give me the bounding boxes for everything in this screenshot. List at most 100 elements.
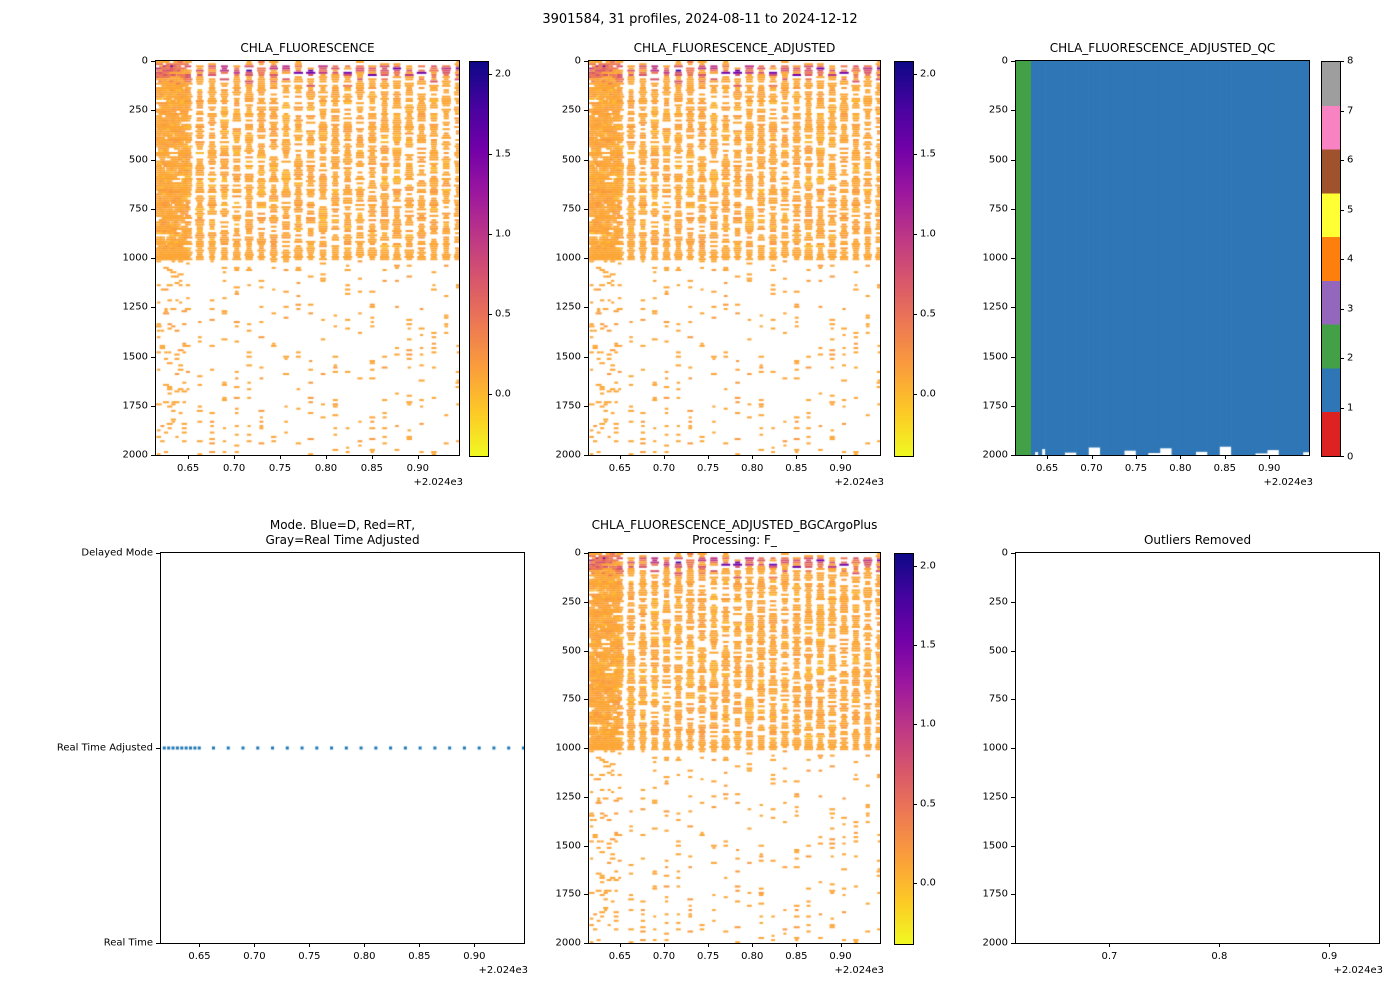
- tick-label: 6: [1347, 154, 1354, 166]
- tick-mark: [489, 314, 492, 316]
- tick-mark: [796, 943, 798, 947]
- tick-label: 500: [988, 154, 1008, 165]
- tick-mark: [325, 455, 327, 459]
- tick-mark: [1011, 894, 1015, 896]
- tick-mark: [371, 455, 373, 459]
- tick-label: 0.80: [741, 463, 764, 474]
- tick-label: 1750: [982, 888, 1008, 900]
- tick-mark: [1341, 209, 1344, 211]
- tick-label: 0.65: [177, 463, 200, 474]
- tick-mark: [1011, 405, 1015, 407]
- tick-label: 250: [988, 104, 1008, 116]
- tick-label: 0.80: [741, 951, 764, 962]
- figure-suptitle: 3901584, 31 profiles, 2024-08-11 to 2024…: [542, 12, 858, 27]
- tick-label: 0.70: [222, 463, 246, 474]
- tick-mark: [254, 943, 256, 947]
- tick-mark: [280, 455, 282, 459]
- tick-label: 0.90: [829, 951, 852, 962]
- mode-scatter: [161, 553, 524, 943]
- tick-mark: [840, 943, 842, 947]
- tick-mark: [1047, 455, 1049, 459]
- subplot-title: Mode. Blue=D, Red=RT, Gray=Real Time Adj…: [161, 518, 524, 548]
- qc-flag-heatmap: [1016, 61, 1309, 455]
- tick-mark: [708, 943, 710, 947]
- tick-label: 2.0: [495, 68, 511, 80]
- tick-mark: [840, 455, 842, 459]
- tick-label: 1250: [555, 301, 581, 313]
- tick-label: 0.85: [408, 951, 431, 962]
- tick-label: 1.0: [920, 718, 936, 730]
- tick-mark: [914, 565, 917, 567]
- tick-label: 1250: [122, 301, 148, 313]
- tick-mark: [584, 796, 588, 798]
- tick-mark: [151, 159, 155, 161]
- tick-mark: [151, 307, 155, 309]
- colorbar: [894, 61, 914, 457]
- tick-label: 1250: [982, 301, 1008, 313]
- tick-mark: [1341, 61, 1344, 62]
- tick-mark: [1011, 159, 1015, 161]
- tick-label: 0.5: [920, 798, 936, 810]
- tick-mark: [619, 455, 621, 459]
- tick-mark: [1329, 943, 1331, 947]
- tick-mark: [1011, 748, 1015, 749]
- tick-mark: [156, 943, 160, 944]
- tick-mark: [1011, 208, 1015, 210]
- tick-label: 1000: [982, 742, 1008, 754]
- tick-mark: [489, 153, 492, 155]
- tick-mark: [1011, 796, 1015, 798]
- tick-label: 0: [1001, 55, 1008, 67]
- tick-label: 2.0: [920, 560, 936, 572]
- tick-mark: [364, 943, 366, 947]
- tick-label: +2.024e3: [1333, 965, 1383, 976]
- tick-mark: [1341, 456, 1344, 457]
- tick-mark: [151, 455, 155, 456]
- tick-label: 1.0: [495, 228, 511, 240]
- tick-mark: [489, 234, 492, 236]
- tick-label: 250: [988, 596, 1008, 608]
- tick-mark: [1269, 455, 1271, 459]
- tick-mark: [1180, 455, 1182, 459]
- bgcargoplus-heatmap: [589, 553, 880, 943]
- tick-label: 1750: [982, 400, 1008, 412]
- tick-mark: [584, 699, 588, 701]
- tick-mark: [708, 455, 710, 459]
- tick-mark: [1341, 308, 1344, 310]
- tick-label: 2000: [555, 449, 581, 461]
- subplot-title-line: Processing: F_: [692, 533, 777, 547]
- tick-label: 250: [128, 104, 148, 116]
- tick-label: 1: [1347, 402, 1354, 413]
- tick-mark: [1135, 455, 1137, 459]
- tick-label: 1750: [555, 888, 581, 900]
- tick-mark: [151, 405, 155, 407]
- tick-label: 1500: [555, 840, 581, 851]
- tick-mark: [1011, 356, 1015, 358]
- tick-label: 2000: [555, 937, 581, 949]
- tick-mark: [419, 943, 421, 947]
- tick-label: Delayed Mode: [81, 547, 153, 559]
- tick-mark: [156, 553, 160, 554]
- subplot-title: CHLA_FLUORESCENCE: [240, 41, 375, 55]
- tick-label: 0.85: [785, 951, 808, 962]
- tick-mark: [584, 405, 588, 407]
- tick-label: 0.75: [697, 951, 720, 962]
- tick-mark: [664, 943, 665, 947]
- tick-label: 1500: [555, 351, 581, 362]
- tick-label: 1750: [122, 400, 148, 412]
- tick-mark: [151, 61, 155, 62]
- tick-label: 0.5: [920, 308, 936, 320]
- tick-label: 0.9: [1321, 951, 1338, 962]
- tick-label: 0.5: [495, 308, 511, 320]
- tick-label: 0.75: [298, 951, 321, 962]
- tick-mark: [796, 455, 798, 459]
- tick-label: 750: [988, 203, 1008, 215]
- tick-label: 1000: [982, 252, 1008, 264]
- tick-label: 1000: [555, 742, 581, 754]
- tick-mark: [151, 208, 155, 210]
- tick-label: 0.7: [1101, 951, 1118, 962]
- tick-mark: [664, 455, 665, 459]
- tick-mark: [584, 356, 588, 358]
- subplot-chla-fluorescence-adjusted-qc: CHLA_FLUORESCENCE_ADJUSTED_QC 0.65 0.70 0.…: [983, 41, 1354, 488]
- tick-mark: [309, 943, 311, 947]
- tick-mark: [914, 234, 917, 236]
